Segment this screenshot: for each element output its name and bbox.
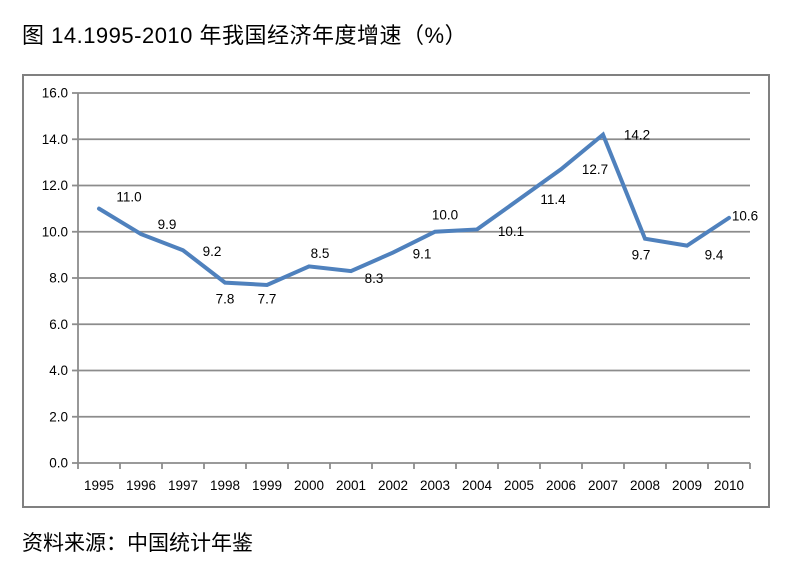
x-axis-label: 1998 (210, 478, 240, 493)
x-axis-label: 2005 (504, 478, 534, 493)
data-label: 7.7 (258, 292, 277, 307)
data-label: 9.4 (705, 247, 724, 262)
data-label: 10.0 (432, 208, 458, 223)
x-axis-label: 2010 (714, 478, 744, 493)
x-axis-label: 1996 (126, 478, 156, 493)
x-axis-label: 2002 (378, 478, 408, 493)
x-axis-label: 1997 (168, 478, 198, 493)
data-label: 9.9 (158, 217, 177, 232)
y-axis-tick-label: 16.0 (42, 86, 68, 101)
y-axis-tick-label: 4.0 (49, 363, 68, 378)
data-label: 11.0 (116, 189, 141, 204)
line-chart-svg: 0.0 2.0 4.0 6.0 8.0 10.0 12.0 14.0 16.0 1995 1996 1… (42, 86, 758, 494)
x-axis-label: 2007 (588, 478, 618, 493)
x-axis-label: 2004 (462, 478, 493, 493)
growth-line (97, 131, 731, 287)
chart-area: 0.0 2.0 4.0 6.0 8.0 10.0 12.0 14.0 16.0 1995 1996 1… (22, 74, 770, 508)
data-label: 11.4 (540, 192, 566, 207)
y-axis-tick-label: 6.0 (49, 317, 68, 332)
data-label: 9.7 (632, 247, 651, 262)
x-axis-label: 2001 (336, 478, 366, 493)
data-label: 12.7 (582, 162, 608, 177)
x-axis-label: 1995 (84, 478, 114, 493)
y-axis-tick-label: 14.0 (42, 132, 68, 147)
y-axis-tick-label: 2.0 (49, 409, 68, 424)
x-axis-label: 2006 (546, 478, 576, 493)
y-axis-tick-label: 0.0 (49, 456, 68, 471)
chart-title: 图 14.1995-2010 年我国经济年度增速（%） (22, 23, 468, 48)
x-axis-label: 2003 (420, 478, 450, 493)
x-axis-label: 1999 (252, 478, 282, 493)
data-label: 8.5 (311, 246, 330, 261)
data-label: 10.1 (498, 224, 524, 239)
data-label: 7.8 (216, 291, 235, 306)
data-label: 9.2 (203, 244, 222, 259)
y-axis-tick-label: 12.0 (42, 178, 68, 193)
x-axis-label: 2008 (630, 478, 660, 493)
source-note: 资料来源：中国统计年鉴 (22, 532, 253, 555)
data-label: 14.2 (624, 127, 650, 142)
x-axis-label: 2000 (294, 478, 324, 493)
data-label: 10.6 (732, 209, 758, 224)
data-label: 9.1 (413, 246, 432, 261)
data-label: 8.3 (365, 271, 384, 286)
y-axis-tick-label: 8.0 (49, 271, 68, 286)
x-axis-label: 2009 (672, 478, 702, 493)
y-axis-tick-label: 10.0 (42, 224, 68, 239)
